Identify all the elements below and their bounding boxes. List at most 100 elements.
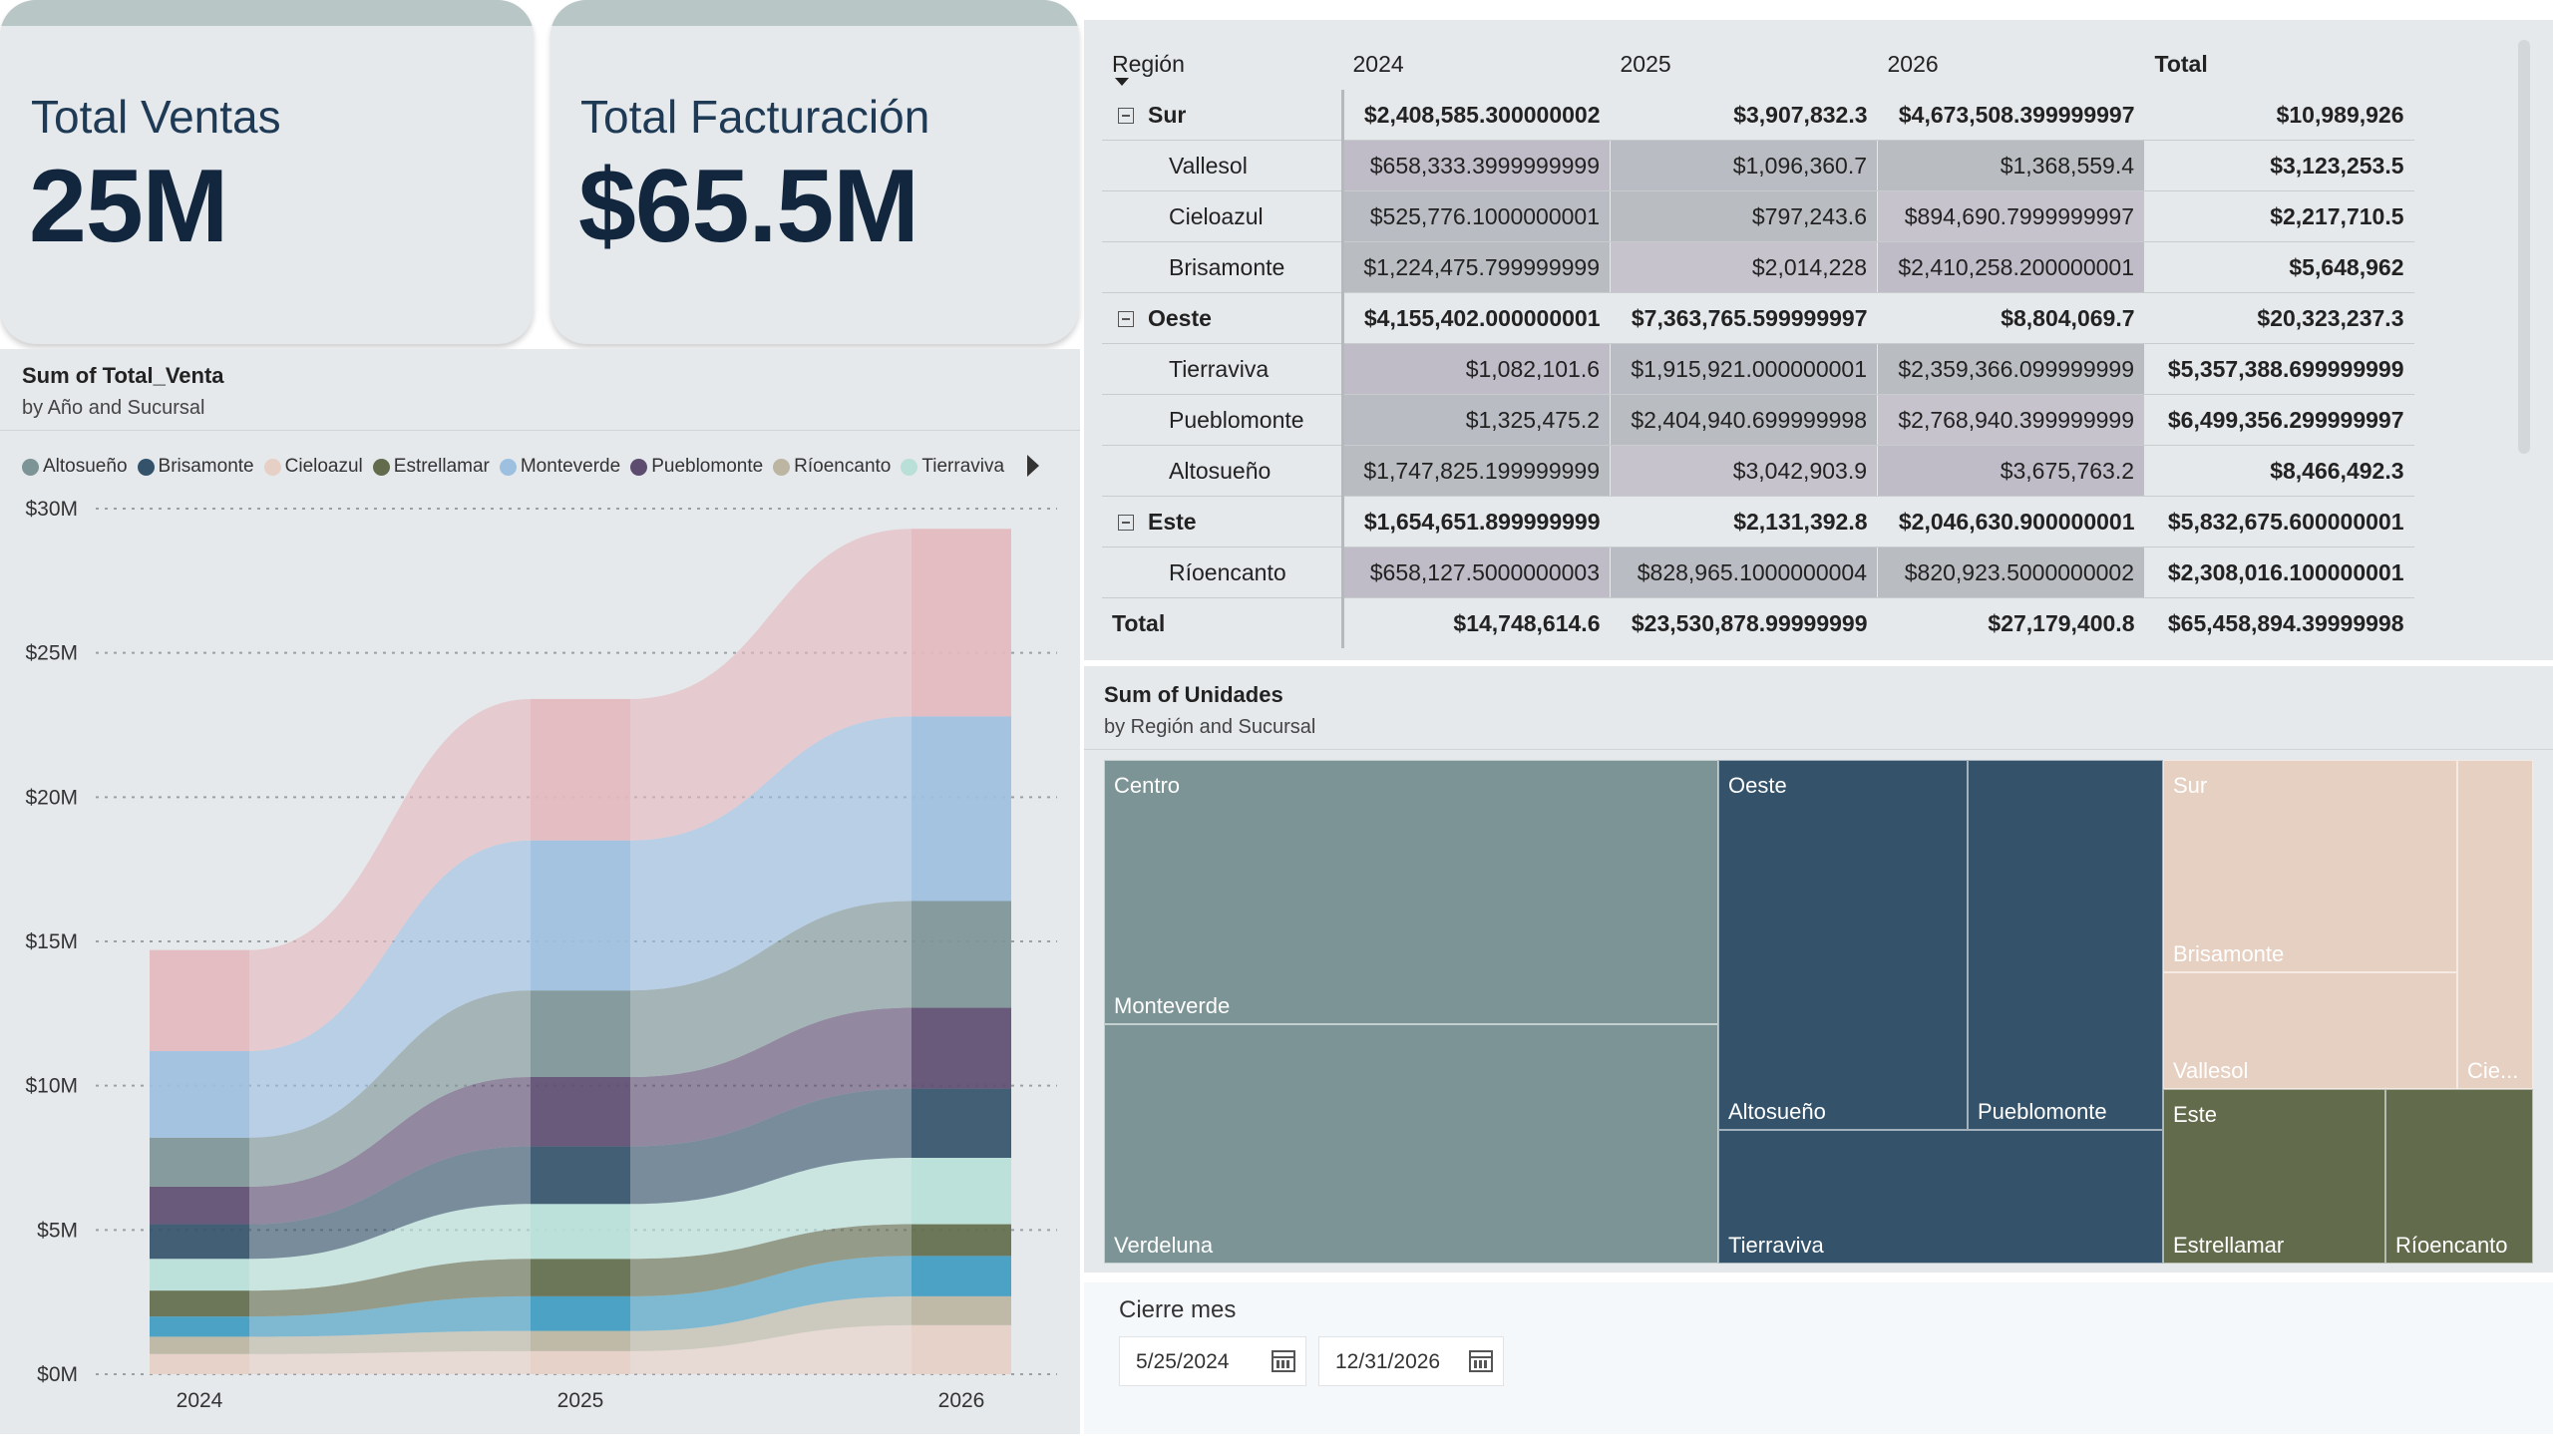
end-date-input[interactable]: 12/31/2026 [1318, 1336, 1504, 1386]
treemap-tile-estrellamar[interactable]: Este Estrellamar [2163, 1089, 2385, 1264]
legend-item[interactable]: Tierraviva [901, 456, 1004, 478]
matrix-header-2025[interactable]: 2025 [1620, 50, 1671, 77]
sort-down-icon[interactable] [1115, 78, 1129, 86]
ribbon-bar-segment[interactable] [150, 1336, 249, 1354]
ribbon-flow[interactable] [249, 840, 531, 1138]
ribbon-bar-segment[interactable] [912, 1324, 1011, 1374]
ribbon-flow[interactable] [630, 716, 912, 991]
matrix-header-region[interactable]: Región [1112, 50, 1185, 77]
calendar-icon[interactable] [1469, 1350, 1493, 1372]
ribbon-bar-segment[interactable] [912, 1295, 1011, 1325]
ribbon-bar-segment[interactable] [531, 1350, 630, 1374]
ribbon-flow[interactable] [249, 1076, 531, 1225]
ribbon-bar-segment[interactable] [531, 1146, 630, 1205]
ribbon-flow[interactable] [249, 1204, 531, 1291]
ribbon-bar-segment[interactable] [531, 1259, 630, 1296]
ribbon-flow[interactable] [630, 529, 912, 841]
ribbon-flow[interactable] [249, 1330, 531, 1354]
matrix-row[interactable]: Altosueño $1,747,825.199999999 $3,042,903.… [1102, 445, 2414, 497]
matrix-row[interactable]: Pueblomonte $1,325,475.2 $2,404,940.699999… [1102, 394, 2414, 446]
calendar-icon[interactable] [1272, 1350, 1295, 1372]
collapse-toggle-icon[interactable] [1118, 311, 1134, 328]
treemap-tile-rioencanto[interactable]: Ríoencanto [2385, 1089, 2533, 1264]
matrix-group-row[interactable]: Sur $2,408,585.300000002 $3,907,832.3 $4,67… [1102, 90, 2414, 141]
chart-legend[interactable]: Altosueño Brisamonte Cieloazul Estrellamar M… [22, 454, 1014, 480]
legend-item[interactable]: Monteverde [499, 456, 620, 478]
ribbon-bar-segment[interactable] [150, 1137, 249, 1187]
ribbon-flow[interactable] [249, 1350, 531, 1374]
ribbon-bar-segment[interactable] [531, 990, 630, 1077]
legend-item[interactable]: Brisamonte [137, 456, 254, 478]
ribbon-bar-segment[interactable] [912, 1007, 1011, 1089]
ribbon-bar-segment[interactable] [912, 716, 1011, 902]
ribbon-flow[interactable] [630, 901, 912, 1077]
matrix-total-row[interactable]: Total $14,748,614.6 $23,530,878.99999999 $2… [1102, 597, 2414, 648]
ribbon-bar-segment[interactable] [150, 1224, 249, 1260]
treemap-tile-monteverde[interactable]: Centro Monteverde [1104, 760, 1718, 1024]
ribbon-bar-segment[interactable] [150, 1316, 249, 1337]
ribbon-flow[interactable] [630, 1324, 912, 1374]
ribbon-bar-segment[interactable] [150, 1050, 249, 1138]
y-tick-label: $10M [25, 1075, 78, 1098]
ribbon-bar-segment[interactable] [150, 1353, 249, 1374]
treemap-tile-brisamonte[interactable]: Sur Brisamonte [2163, 760, 2457, 972]
ribbon-bar-segment[interactable] [912, 529, 1011, 717]
legend-item[interactable]: Cieloazul [263, 456, 363, 478]
matrix-group-row[interactable]: Este $1,654,651.899999999 $2,131,392.8 $2,0… [1102, 496, 2414, 547]
ribbon-flow[interactable] [630, 1295, 912, 1351]
legend-item[interactable]: Estrellamar [372, 456, 490, 478]
ribbon-bar-segment[interactable] [912, 1256, 1011, 1296]
ribbon-bar-segment[interactable] [912, 901, 1011, 1008]
ribbon-bar-segment[interactable] [531, 1204, 630, 1260]
legend-dot-icon [901, 458, 918, 476]
treemap-tile-pueblomonte[interactable]: Pueblomonte [1968, 760, 2163, 1130]
treemap-tile-tierraviva[interactable]: Tierraviva [1718, 1130, 2163, 1264]
matrix-header-2024[interactable]: 2024 [1352, 50, 1404, 77]
ribbon-bar-segment[interactable] [531, 840, 630, 991]
treemap-tile-vallesol[interactable]: Vallesol [2163, 972, 2457, 1089]
ribbon-bar-segment[interactable] [531, 1295, 630, 1331]
ribbon-flow[interactable] [249, 1146, 531, 1260]
legend-next-arrow-icon[interactable] [1027, 455, 1039, 477]
start-date-input[interactable]: 5/25/2024 [1119, 1336, 1306, 1386]
treemap-tile-verdeluna[interactable]: Verdeluna [1104, 1024, 1718, 1264]
legend-item[interactable]: Altosueño [22, 456, 128, 478]
treemap-tile-altosueno[interactable]: Oeste Altosueño [1718, 760, 1968, 1130]
ribbon-flow[interactable] [630, 1088, 912, 1205]
matrix-row[interactable]: Cieloazul $525,776.1000000001 $797,243.6 $8… [1102, 190, 2414, 242]
matrix-scrollbar[interactable] [2518, 40, 2530, 454]
matrix-header-2026[interactable]: 2026 [1887, 50, 1939, 77]
ribbon-flow[interactable] [630, 1224, 912, 1296]
collapse-toggle-icon[interactable] [1118, 515, 1134, 532]
ribbon-bar-segment[interactable] [531, 698, 630, 841]
ribbon-bar-segment[interactable] [912, 1088, 1011, 1158]
ribbon-flow[interactable] [249, 990, 531, 1187]
kpi-card-total-ventas: Total Ventas 25M [0, 0, 534, 344]
ribbon-bar-segment[interactable] [912, 1224, 1011, 1257]
ribbon-flow[interactable] [249, 698, 531, 1051]
matrix-row-header: Tierraviva [1102, 343, 1344, 395]
matrix-row[interactable]: Tierraviva $1,082,101.6 $1,915,921.0000000… [1102, 343, 2414, 395]
ribbon-flow[interactable] [249, 1295, 531, 1337]
matrix-row[interactable]: Vallesol $658,333.3999999999 $1,096,360.7 $… [1102, 140, 2414, 191]
ribbon-flow[interactable] [630, 1158, 912, 1260]
ribbon-flow[interactable] [630, 1007, 912, 1147]
ribbon-bar-segment[interactable] [912, 1158, 1011, 1225]
ribbon-flow[interactable] [630, 1256, 912, 1331]
legend-item[interactable]: Pueblomonte [630, 456, 763, 478]
matrix-group-row[interactable]: Oeste $4,155,402.000000001 $7,363,765.5999… [1102, 292, 2414, 344]
ribbon-flow[interactable] [249, 1259, 531, 1317]
legend-item[interactable]: Ríoencanto [773, 456, 891, 478]
treemap-leaf-label: Monteverde [1114, 993, 1231, 1018]
ribbon-bar-segment[interactable] [150, 1290, 249, 1317]
treemap-tile-cieloazul[interactable]: Cie... [2457, 760, 2533, 1089]
matrix-row[interactable]: Brisamonte $1,224,475.799999999 $2,014,228… [1102, 241, 2414, 293]
matrix-row[interactable]: Ríoencanto $658,127.5000000003 $828,965.10… [1102, 546, 2414, 598]
ribbon-bar-segment[interactable] [531, 1330, 630, 1351]
ribbon-bar-segment[interactable] [150, 1259, 249, 1291]
ribbon-bar-segment[interactable] [150, 1186, 249, 1225]
collapse-toggle-icon[interactable] [1118, 108, 1134, 125]
ribbon-bar-segment[interactable] [531, 1076, 630, 1147]
ribbon-bar-segment[interactable] [150, 949, 249, 1051]
matrix-header-total[interactable]: Total [2154, 50, 2208, 77]
